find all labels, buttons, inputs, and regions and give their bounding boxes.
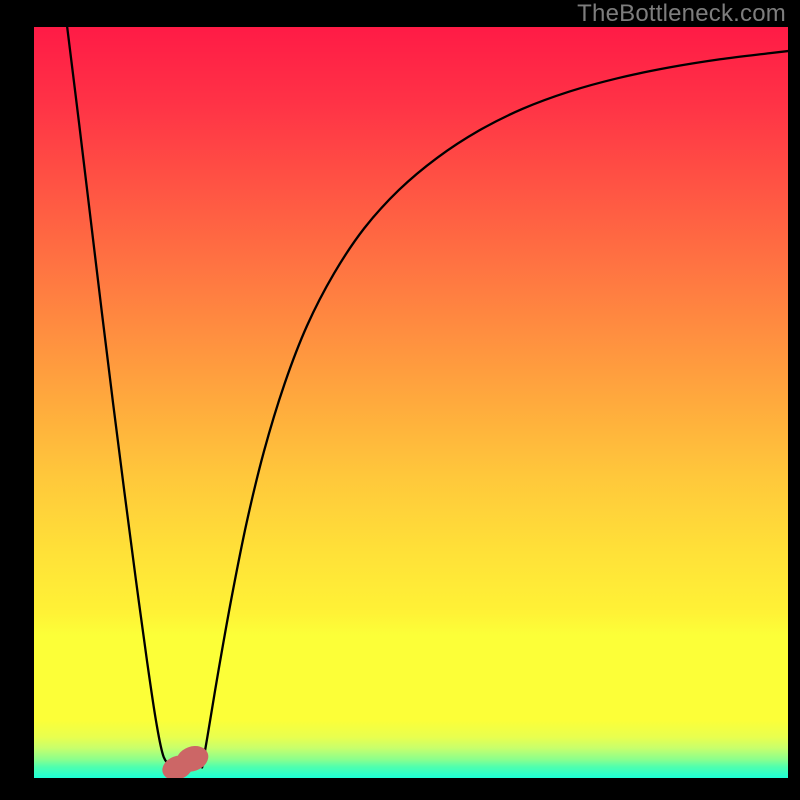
watermark-text: TheBottleneck.com <box>577 0 786 28</box>
chart-frame: TheBottleneck.com <box>0 0 800 800</box>
plot-area <box>34 27 788 778</box>
plot-svg <box>34 27 788 778</box>
